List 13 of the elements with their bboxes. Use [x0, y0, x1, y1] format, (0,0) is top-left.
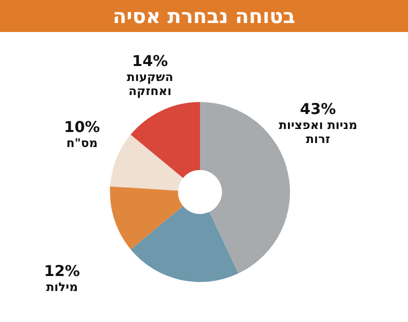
donut-slice [110, 134, 184, 191]
slice-label: מס"ח [65, 136, 99, 150]
slice-label: מניות ואפציות זרות [278, 118, 358, 146]
data-label: 12% [43, 262, 81, 280]
title-bar: בטוחה נבחרת אסיה [0, 0, 408, 32]
data-label: 14% [131, 52, 169, 70]
donut-slice [130, 206, 238, 282]
donut-slice [110, 186, 184, 250]
donut-slice [130, 102, 200, 178]
data-label: 43% [299, 100, 337, 118]
data-label: 10% [63, 118, 101, 136]
slice-label: השקעות ואחזקה [126, 70, 174, 98]
slice-label: מילות [45, 280, 79, 294]
